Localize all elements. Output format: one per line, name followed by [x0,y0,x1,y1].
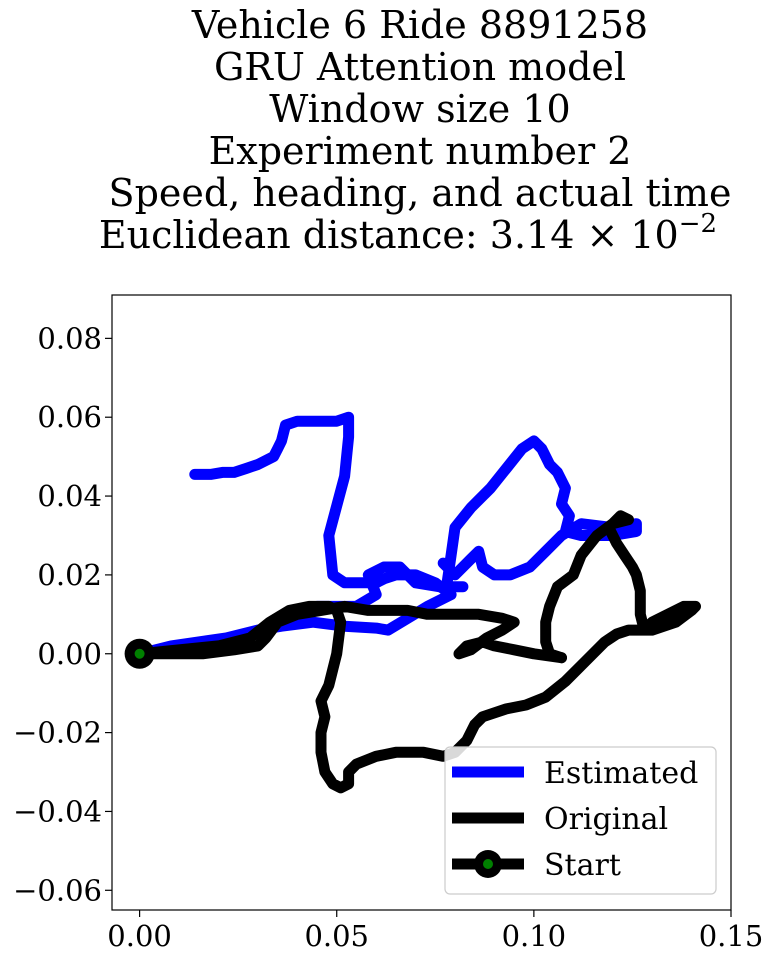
original-trajectory-line [134,600,567,664]
title-line-4: Experiment number 2 [209,129,632,173]
y-tick-label: 0.06 [37,400,102,434]
x-tick-label: 0.15 [699,919,764,953]
x-tick-label: 0.00 [107,919,172,953]
y-tick-label: 0.08 [37,321,102,355]
y-tick-label: 0.04 [37,479,102,513]
legend-start-label: Start [544,848,621,883]
legend-original-label: Original [544,802,668,837]
chart-title: Vehicle 6 Ride 8891258 GRU Attention mod… [99,3,732,257]
title-line-6: Euclidean distance: 3.14 × 10−2 [99,209,717,257]
x-tick-label: 0.10 [502,919,567,953]
start-point-center [134,648,145,659]
legend-start-marker-center [483,859,493,869]
estimated-trajectory-line [134,411,457,660]
y-tick-label: −0.06 [13,873,102,907]
start-marker-layer [124,638,155,669]
title-line-1: Vehicle 6 Ride 8891258 [191,3,648,47]
x-tick-label: 0.05 [304,919,369,953]
y-tick-label: 0.00 [37,637,102,671]
title-line-3: Window size 10 [269,87,570,131]
y-tick-label: −0.04 [13,794,102,828]
y-axis: −0.06 −0.04 −0.02 0.00 0.02 0.04 0.06 0.08 [13,321,112,907]
estimated-trajectory-line [437,435,642,589]
x-axis: 0.00 0.05 0.10 0.15 [107,910,763,953]
title-line-2: GRU Attention model [214,45,626,89]
series-layer [134,411,701,794]
legend: Estimated Original Start [444,746,717,895]
title-line-5: Speed, heading, and actual time [109,171,732,215]
original-trajectory-line [134,510,701,794]
title-exponent: −2 [679,209,717,239]
plot-frame [111,294,732,911]
y-tick-label: 0.02 [37,558,102,592]
y-tick-label: −0.02 [13,716,102,750]
legend-estimated-label: Estimated [544,756,698,791]
legend-box [444,746,717,895]
title-line-6-text: Euclidean distance: 3.14 × 10 [99,213,679,257]
